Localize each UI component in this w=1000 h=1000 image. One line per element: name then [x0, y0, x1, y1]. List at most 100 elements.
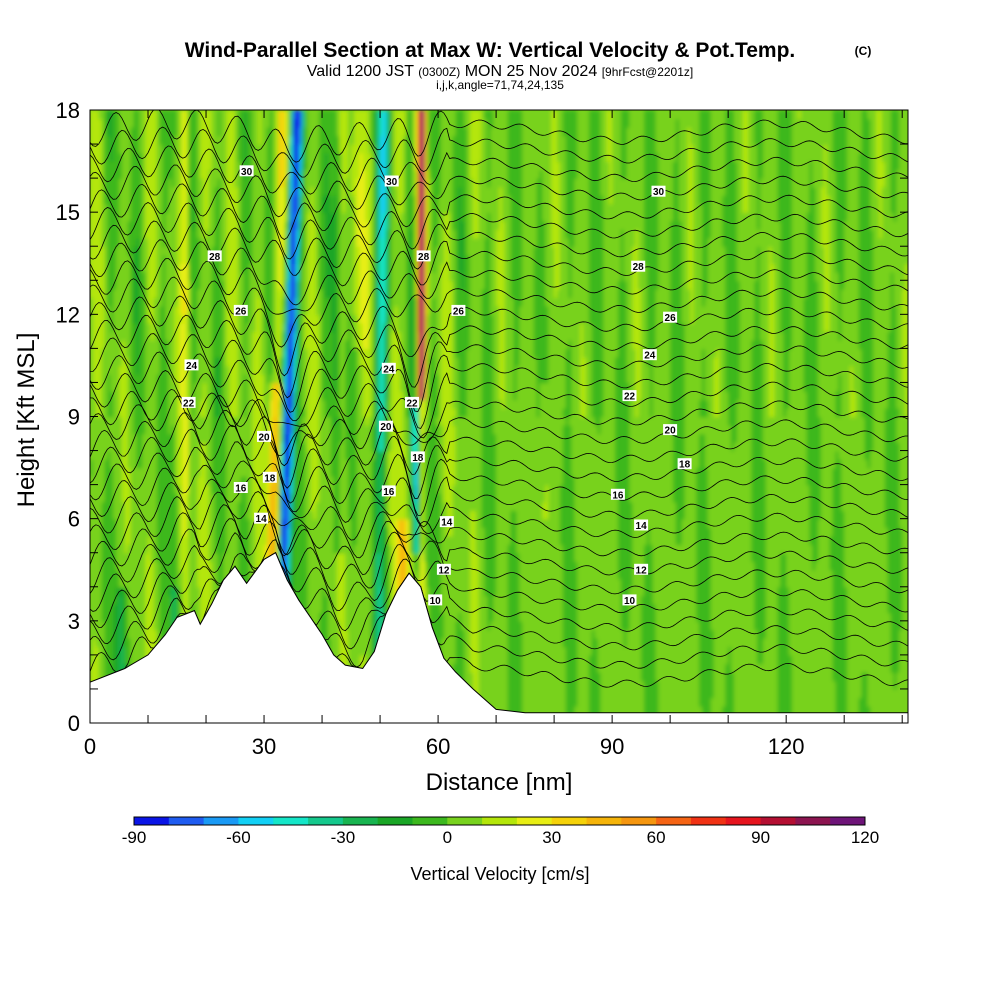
velocity-cell	[136, 178, 141, 188]
velocity-cell	[168, 433, 173, 443]
velocity-cell	[133, 339, 138, 350]
velocity-cell	[249, 467, 254, 477]
velocity-cell	[119, 646, 123, 656]
velocity-cell	[165, 459, 170, 469]
velocity-cell	[266, 442, 271, 452]
velocity-cell	[110, 459, 114, 469]
velocity-cell	[211, 356, 216, 367]
velocity-cell	[217, 305, 222, 316]
velocity-cell	[139, 110, 144, 120]
velocity-cell	[226, 518, 231, 528]
velocity-cell	[148, 322, 152, 333]
velocity-cell	[162, 322, 167, 333]
velocity-cell	[206, 501, 210, 511]
velocity-cell	[191, 390, 196, 401]
velocity-cell	[281, 407, 286, 418]
velocity-cell	[220, 510, 225, 520]
velocity-cell	[220, 390, 225, 401]
velocity-cell	[281, 348, 286, 358]
velocity-cell	[124, 433, 129, 443]
velocity-cell	[168, 544, 173, 554]
velocity-cell	[150, 365, 155, 375]
velocity-cell	[110, 527, 114, 537]
velocity-cell	[110, 271, 114, 282]
velocity-cell	[113, 373, 117, 384]
velocity-cell	[194, 280, 199, 290]
velocity-cell	[139, 254, 144, 265]
velocity-cell	[246, 178, 251, 188]
velocity-cell	[208, 237, 213, 248]
velocity-cell	[124, 518, 129, 528]
velocity-cell	[116, 314, 120, 324]
velocity-cell	[95, 637, 100, 648]
velocity-cell	[278, 118, 283, 128]
velocity-cell	[107, 339, 112, 350]
velocity-cell	[150, 331, 155, 341]
velocity-cell	[171, 220, 175, 230]
velocity-cell	[249, 569, 254, 580]
velocity-cell	[156, 399, 161, 409]
velocity-cell	[203, 280, 207, 290]
velocity-cell	[266, 459, 271, 469]
velocity-cell	[235, 433, 239, 443]
velocity-cell	[133, 118, 138, 128]
velocity-cell	[243, 459, 248, 469]
velocity-cell	[130, 629, 135, 639]
velocity-cell	[226, 552, 231, 563]
velocity-cell	[287, 127, 291, 137]
velocity-cell	[278, 195, 283, 205]
velocity-cell	[168, 356, 173, 367]
velocity-cell	[153, 552, 158, 563]
velocity-cell	[266, 390, 271, 401]
velocity-cell	[124, 271, 129, 282]
velocity-cell	[258, 373, 262, 384]
velocity-cell	[203, 246, 207, 256]
velocity-cell	[243, 433, 248, 443]
velocity-cell	[188, 578, 193, 588]
velocity-cell	[255, 339, 260, 350]
velocity-cell	[95, 263, 100, 273]
velocity-cell	[182, 476, 187, 486]
velocity-cell	[139, 637, 144, 648]
velocity-cell	[194, 229, 199, 239]
velocity-cell	[156, 518, 161, 528]
velocity-cell	[226, 561, 231, 571]
velocity-cell	[226, 399, 231, 409]
velocity-cell	[287, 348, 291, 358]
velocity-cell	[171, 459, 175, 469]
velocity-cell	[188, 161, 193, 171]
velocity-cell	[194, 339, 199, 350]
velocity-cell	[136, 416, 141, 426]
velocity-cell	[104, 637, 109, 648]
velocity-cell	[136, 493, 141, 503]
velocity-cell	[264, 195, 268, 205]
velocity-cell	[171, 510, 175, 520]
velocity-cell	[98, 373, 103, 384]
velocity-cell	[159, 578, 164, 588]
velocity-cell	[229, 459, 233, 469]
velocity-cell	[194, 399, 199, 409]
velocity-cell	[95, 578, 100, 588]
velocity-cell	[278, 348, 283, 358]
velocity-cell	[179, 178, 184, 188]
velocity-cell	[185, 161, 190, 171]
velocity-cell	[243, 203, 248, 213]
velocity-cell	[200, 476, 204, 486]
velocity-cell	[203, 390, 207, 401]
velocity-cell	[130, 263, 135, 273]
velocity-cell	[162, 390, 167, 401]
velocity-cell	[119, 178, 123, 188]
velocity-cell	[165, 544, 170, 554]
velocity-cell	[101, 373, 106, 384]
velocity-cell	[119, 195, 123, 205]
velocity-cell	[203, 561, 207, 571]
velocity-cell	[200, 595, 204, 605]
velocity-cell	[284, 331, 289, 341]
velocity-cell	[153, 161, 158, 171]
velocity-cell	[165, 501, 170, 511]
velocity-cell	[281, 314, 286, 324]
velocity-cell	[258, 450, 262, 460]
velocity-cell	[145, 390, 149, 401]
velocity-cell	[98, 476, 103, 486]
velocity-cell	[249, 271, 254, 282]
